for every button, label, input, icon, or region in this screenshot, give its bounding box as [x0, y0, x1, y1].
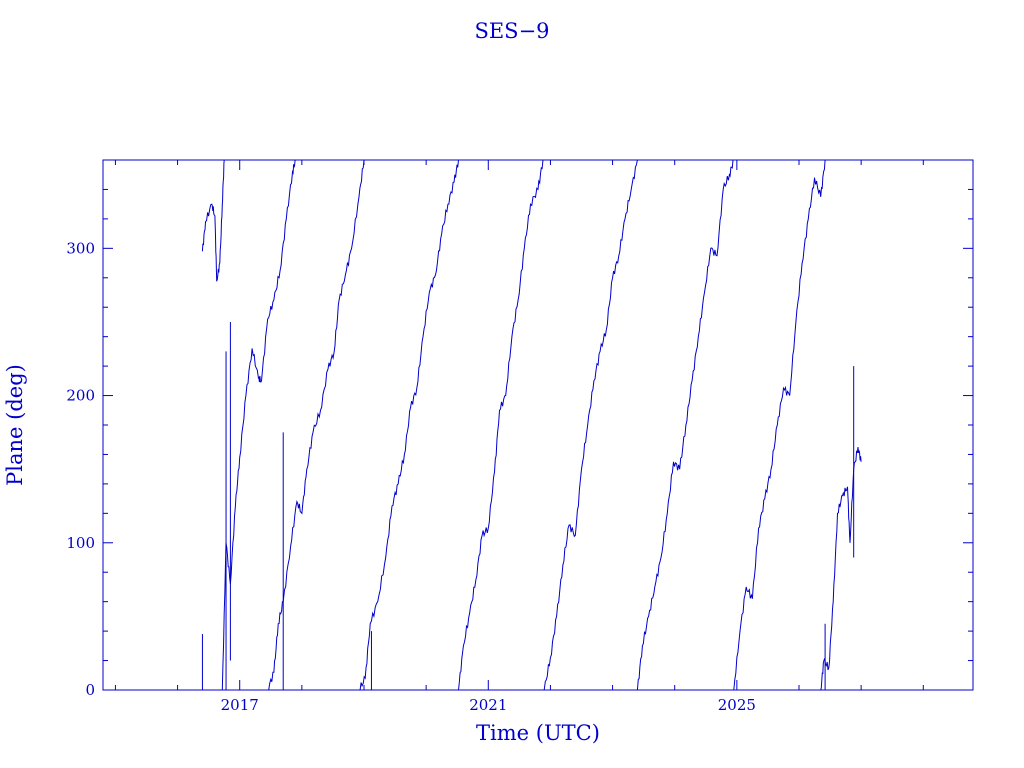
- x-tick-label: 2025: [718, 696, 756, 714]
- y-tick-label: 200: [66, 387, 95, 405]
- series-line: [458, 160, 544, 690]
- series-line: [820, 447, 862, 690]
- axis-ticks: [103, 159, 973, 691]
- y-tick-label: 0: [85, 681, 95, 699]
- series-line: [201, 160, 225, 282]
- series-line: [359, 160, 459, 690]
- x-tick-label: 2017: [221, 696, 259, 714]
- series-line: [267, 160, 365, 690]
- chart-title: SES−9: [474, 19, 549, 43]
- plot-lines: [201, 160, 862, 690]
- x-axis-label: Time (UTC): [476, 721, 600, 745]
- plot-frame: [102, 159, 974, 691]
- series-line: [636, 160, 734, 690]
- series-line: [543, 160, 638, 690]
- series-line: [221, 160, 296, 690]
- y-tick-label: 100: [66, 534, 95, 552]
- series-line: [733, 160, 826, 690]
- y-axis-label: Plane (deg): [3, 364, 27, 486]
- axis-tick-labels: 2017 2021 2025 0 100 200 300: [66, 239, 756, 714]
- x-tick-label: 2021: [469, 696, 507, 714]
- y-tick-label: 300: [66, 239, 95, 257]
